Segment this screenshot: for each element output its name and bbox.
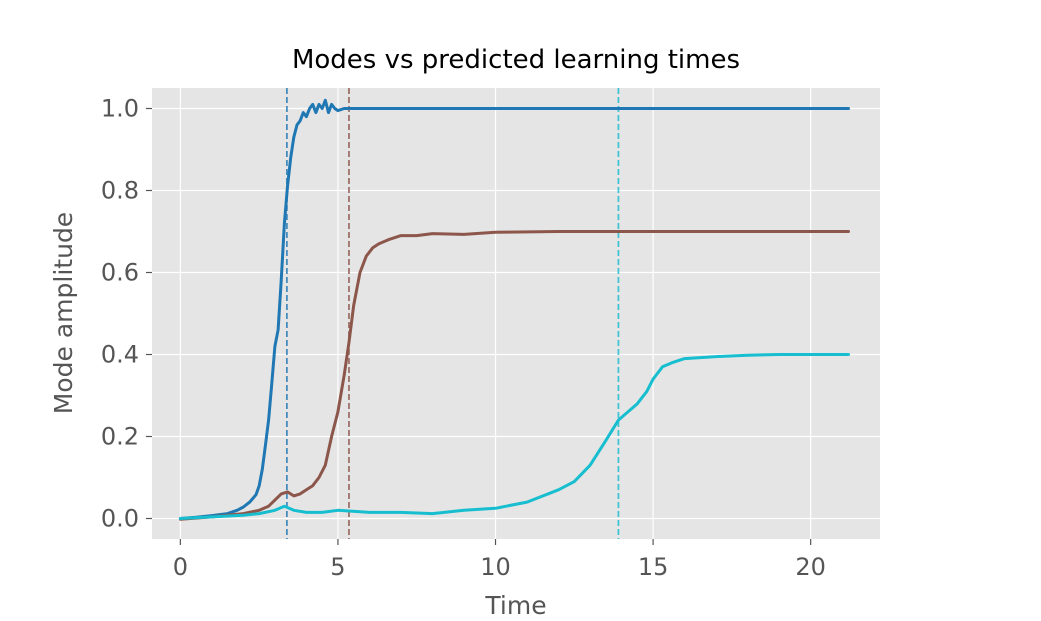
x-tick-label: 0 xyxy=(173,553,188,581)
predicted-time-lines xyxy=(285,88,620,539)
series-line xyxy=(178,353,850,520)
series-lines xyxy=(178,98,850,521)
x-tick-label: 10 xyxy=(480,553,511,581)
y-tick-label: 0.2 xyxy=(101,423,139,451)
series-line xyxy=(178,230,850,521)
x-axis-ticks: 0 5 10 15 20 xyxy=(173,539,826,581)
y-axis-ticks: 0.0 0.2 0.4 0.6 0.8 1.0 xyxy=(101,95,152,533)
x-tick-label: 15 xyxy=(638,553,669,581)
x-tick-label: 5 xyxy=(330,553,345,581)
y-tick-label: 0.4 xyxy=(101,341,139,369)
chart-title: Modes vs predicted learning times xyxy=(292,45,740,75)
x-axis-label: Time xyxy=(484,591,546,620)
y-tick-label: 0.6 xyxy=(101,259,139,287)
series-line xyxy=(178,98,850,520)
y-tick-label: 0.8 xyxy=(101,177,139,205)
x-tick-label: 20 xyxy=(795,553,826,581)
y-axis-label: Mode amplitude xyxy=(49,212,78,414)
y-tick-label: 1.0 xyxy=(101,95,139,123)
plot-area xyxy=(152,88,880,539)
y-tick-label: 0.0 xyxy=(101,505,139,533)
